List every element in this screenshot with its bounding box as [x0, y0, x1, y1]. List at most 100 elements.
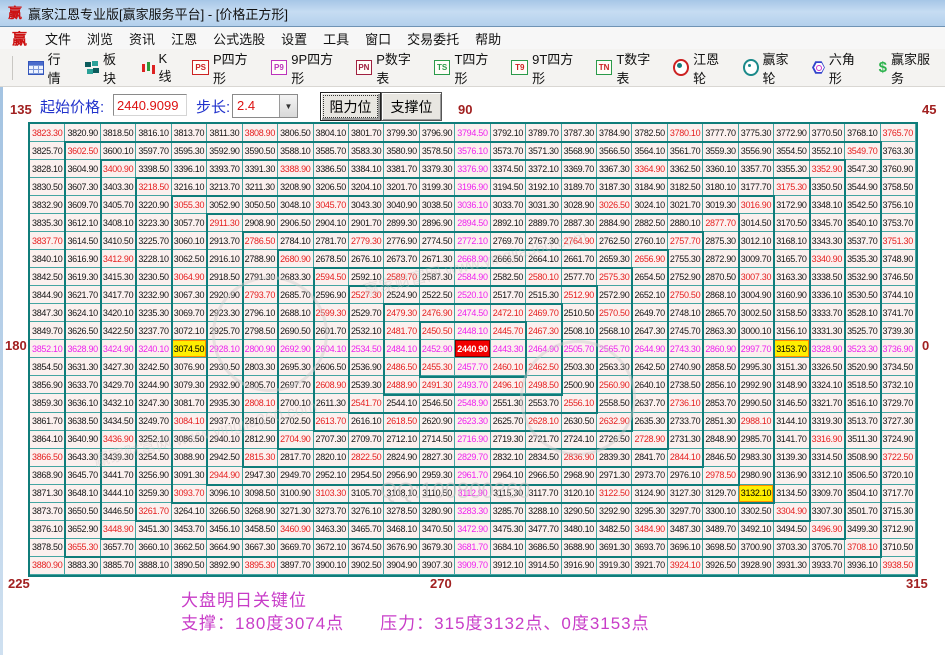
grid-cell: 2911.30 — [207, 214, 243, 233]
grid-cell: 2966.50 — [526, 466, 562, 485]
grid-cell: 3823.30 — [30, 124, 66, 143]
menu-item-帮助[interactable]: 帮助 — [475, 31, 502, 47]
grid-cell: 2935.30 — [207, 394, 243, 413]
grid-cell: 2448.10 — [455, 322, 491, 341]
grid-cell: 3784.90 — [597, 124, 633, 143]
grid-cell: 2455.30 — [419, 358, 456, 377]
menu-item-文件[interactable]: 文件 — [45, 31, 72, 47]
grid-cell: 2803.30 — [242, 358, 279, 377]
menu-item-公式选股[interactable]: 公式选股 — [213, 31, 266, 47]
grid-cell: 2808.10 — [242, 394, 279, 413]
toolbar-button-六角形[interactable]: 六角形 — [812, 49, 865, 87]
grid-cell: 3878.50 — [30, 538, 66, 557]
toolbar-button-P数字表[interactable]: PN P数字表 — [355, 49, 420, 87]
grid-cell: 3559.30 — [703, 142, 739, 161]
sector-blocks-icon — [85, 61, 100, 74]
grid-cell: 3343.30 — [809, 232, 846, 251]
toolbar-button-9T四方形[interactable]: T9 9T四方形 — [511, 49, 581, 87]
grid-cell: 2805.70 — [242, 376, 279, 395]
grid-cell: 3396.10 — [171, 160, 208, 179]
grid-cell: 3249.70 — [136, 412, 172, 431]
grid-cell: 3410.50 — [100, 232, 137, 251]
toolbar-button-T数字表[interactable]: TN T数字表 — [595, 49, 660, 87]
grid-cell: 3746.50 — [880, 268, 916, 287]
grid-cell: 3451.30 — [136, 520, 172, 539]
toolbar-button-行情[interactable]: 行情 — [27, 49, 71, 87]
grid-cell: 3888.10 — [136, 556, 172, 575]
toolbar-label: P数字表 — [376, 51, 411, 86]
menu-item-工具[interactable]: 工具 — [323, 31, 350, 47]
grid-cell: 2666.50 — [490, 250, 527, 269]
grid-cell: 2488.90 — [384, 376, 420, 395]
grid-cell: 3880.90 — [30, 556, 66, 575]
grid-cell: 3496.90 — [809, 520, 846, 539]
grid-cell: 2983.30 — [738, 448, 775, 467]
combo-dropdown-icon[interactable]: ▼ — [279, 95, 297, 117]
grid-cell: 3261.70 — [136, 502, 172, 521]
grid-cell: 3297.70 — [667, 502, 704, 521]
grid-cell: 2829.70 — [455, 448, 491, 467]
grid-cell: 2496.10 — [490, 376, 527, 395]
resistance-button[interactable]: 阻力位 — [320, 92, 381, 121]
grid-cell: 3367.30 — [597, 160, 633, 179]
grid-cell: 2486.50 — [384, 358, 420, 377]
menu-item-江恩[interactable]: 江恩 — [171, 31, 198, 47]
grid-cell: 3158.50 — [774, 304, 810, 323]
grid-cell: 2484.10 — [384, 340, 420, 359]
grid-cell: 3324.10 — [809, 376, 846, 395]
grid-cell: 3549.70 — [845, 142, 881, 161]
grid-cell: 3103.30 — [313, 484, 349, 503]
grid-cell: 2920.90 — [207, 286, 243, 305]
grid-cell: 2815.30 — [242, 448, 279, 467]
toolbar-label: 赢家轮 — [762, 51, 789, 86]
grid-cell: 2469.70 — [526, 304, 562, 323]
toolbar-button-K线[interactable]: K线 — [141, 51, 179, 85]
grid-cell: 3026.50 — [597, 196, 633, 215]
toolbar-button-赢家轮[interactable]: 赢家轮 — [742, 49, 798, 87]
angle-label-180: 180 — [5, 338, 27, 353]
step-combo[interactable]: 2.4 ▼ — [232, 94, 298, 118]
toolbar-items-container: 行情 板块 K线 PS P四方形 P9 9P四方形 PN P数字表 TS T四方形 T9 9T四方形 TN… — [21, 49, 945, 87]
start-price-input[interactable] — [113, 94, 187, 116]
support-button[interactable]: 支撑位 — [381, 92, 442, 121]
toolbar-button-P四方形[interactable]: PS P四方形 — [192, 49, 256, 87]
toolbar-button-9P四方形[interactable]: P9 9P四方形 — [270, 49, 342, 87]
grid-cell: 3532.90 — [845, 268, 881, 287]
grid-cell: 2882.50 — [632, 214, 668, 233]
grid-cell: 2824.90 — [384, 448, 420, 467]
grid-cell: 3667.30 — [242, 538, 279, 557]
grid-cell: 3662.50 — [171, 538, 208, 557]
grid-cell: 3194.50 — [490, 178, 527, 197]
grid-cell: 2750.50 — [667, 286, 704, 305]
menu-item-资讯[interactable]: 资讯 — [129, 31, 156, 47]
grid-cell: 3446.50 — [100, 502, 137, 521]
grid-cell: 2767.30 — [526, 232, 562, 251]
grid-cell: 3806.50 — [278, 124, 314, 143]
grid-cell: 3580.90 — [384, 142, 420, 161]
grid-cell: 3088.90 — [171, 448, 208, 467]
grid-cell: 2659.30 — [597, 250, 633, 269]
menu-item-设置[interactable]: 设置 — [281, 31, 308, 47]
menu-item-浏览[interactable]: 浏览 — [87, 31, 114, 47]
toolbar-button-江恩轮[interactable]: 江恩轮 — [673, 49, 728, 87]
grid-cell: 3247.30 — [136, 394, 172, 413]
grid-highlight-cell: 3132.10 — [738, 484, 775, 503]
toolbar-button-赢家服务[interactable]: $ 赢家服务 — [879, 49, 938, 87]
grid-cell: 3386.50 — [313, 160, 349, 179]
grid-cell: 3835.30 — [30, 214, 66, 233]
grid-cell: 2971.30 — [597, 466, 633, 485]
menu-item-窗口[interactable]: 窗口 — [365, 31, 392, 47]
grid-cell: 3319.30 — [809, 412, 846, 431]
toolbar-button-T四方形[interactable]: TS T四方形 — [433, 49, 498, 87]
grid-cell: 3141.70 — [774, 430, 810, 449]
grid-cell: 2731.30 — [667, 430, 704, 449]
grid-cell: 2858.50 — [703, 358, 739, 377]
grid-cell: 2556.10 — [561, 394, 597, 413]
grid-cell: 3585.70 — [313, 142, 349, 161]
grid-cell: 3506.50 — [845, 466, 881, 485]
grid-cell: 2640.10 — [632, 376, 668, 395]
grid-cell: 2820.10 — [313, 448, 349, 467]
menu-item-交易委托[interactable]: 交易委托 — [407, 31, 460, 47]
toolbar-button-板块[interactable]: 板块 — [85, 49, 127, 87]
grid-cell: 2695.30 — [278, 358, 314, 377]
